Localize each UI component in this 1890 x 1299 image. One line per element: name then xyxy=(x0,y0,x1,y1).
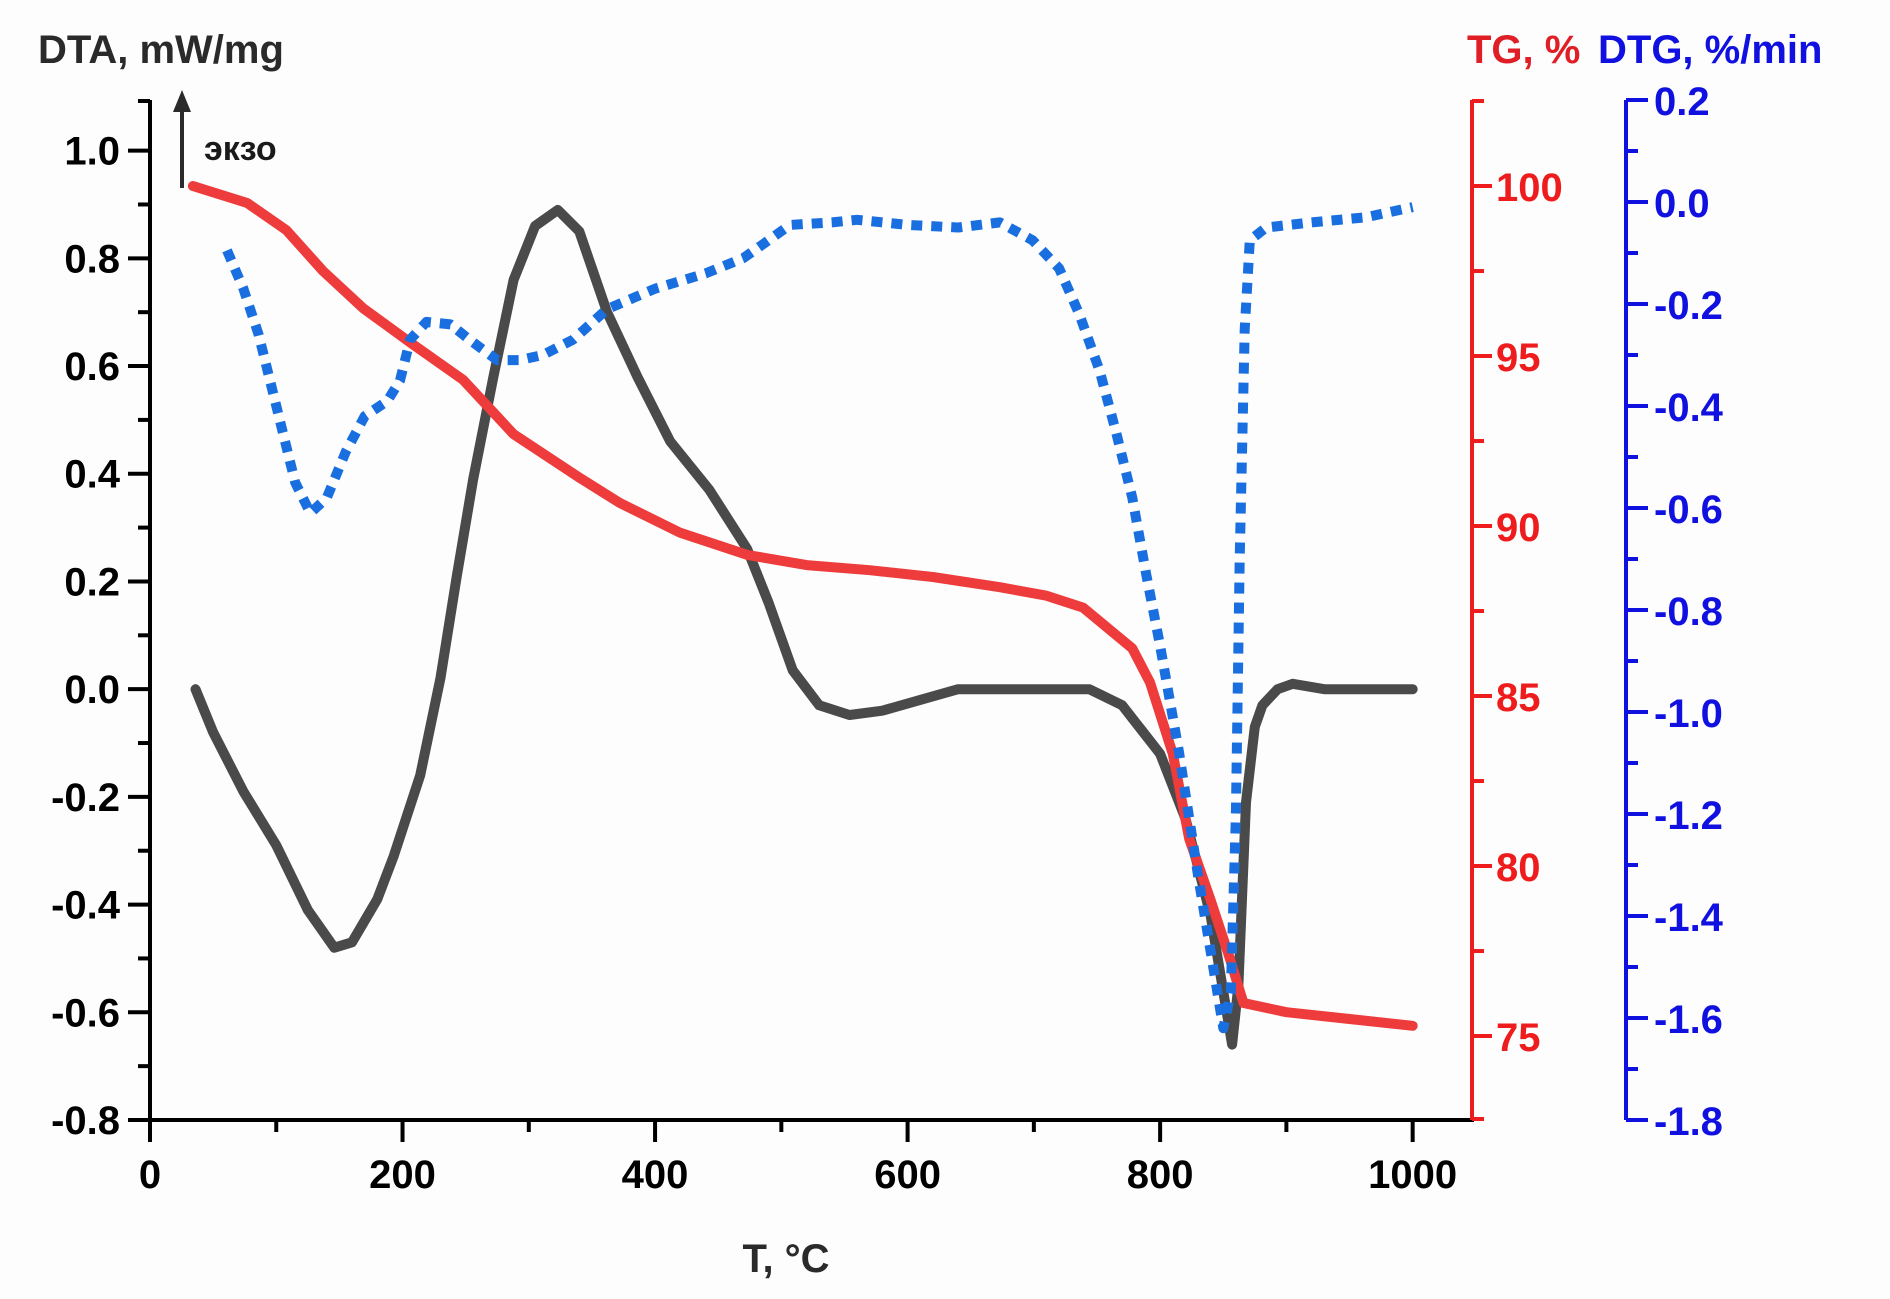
dta-tick-label: -0.4 xyxy=(51,884,121,928)
dta-tick-label: 0.2 xyxy=(64,560,120,604)
tg-tick-label: 80 xyxy=(1496,846,1541,890)
dtg-tick-label: -0.6 xyxy=(1654,488,1723,532)
dta-tick-label: 0.6 xyxy=(64,345,120,389)
dtg-tick-label: -1.4 xyxy=(1654,896,1724,940)
dta-tick-label: -0.2 xyxy=(51,776,120,820)
x-tick-label: 800 xyxy=(1127,1153,1194,1197)
tg-tick-label: 75 xyxy=(1496,1016,1541,1060)
dtg-tick-label: -0.4 xyxy=(1654,386,1724,430)
dtg-tick-label: -0.8 xyxy=(1654,590,1723,634)
tg-tick-label: 100 xyxy=(1496,166,1563,210)
dta-axis-title: DTA, mW/mg xyxy=(38,28,284,72)
axes-layer: 0 200 400 600 800 1000 -0.8 -0.6 -0.4 -0.2 0.0 0.2 0… xyxy=(51,80,1724,1197)
x-tick-label: 1000 xyxy=(1368,1153,1457,1197)
dtg-tick-label: -1.2 xyxy=(1654,794,1723,838)
dta-tick-label: -0.6 xyxy=(51,991,120,1035)
series-dta-line xyxy=(190,204,1418,1050)
x-tick-label: 0 xyxy=(139,1153,161,1197)
exo-annotation: экзо xyxy=(173,90,277,188)
x-tick-label: 600 xyxy=(874,1153,941,1197)
series-layer xyxy=(187,181,1418,1050)
x-tick-label: 200 xyxy=(369,1153,436,1197)
series-tg-line xyxy=(187,181,1418,1031)
dtg-tick-label: 0.0 xyxy=(1654,182,1710,226)
dtg-tick-label: 0.2 xyxy=(1654,80,1710,124)
dtg-axis-title: DTG, %/min xyxy=(1598,28,1822,72)
exo-arrowhead-icon xyxy=(173,90,191,112)
tg-tick-label: 85 xyxy=(1496,676,1541,720)
exo-label: экзо xyxy=(204,130,277,168)
dtg-tick-label: -0.2 xyxy=(1654,284,1723,328)
dta-tick-label: 0.0 xyxy=(64,668,120,712)
dtg-tick-label: -1.0 xyxy=(1654,692,1723,736)
x-axis-title: T, °C xyxy=(742,1237,829,1281)
tg-tick-label: 90 xyxy=(1496,506,1541,550)
dta-tick-label: 1.0 xyxy=(64,130,120,174)
tg-tick-label: 95 xyxy=(1496,336,1541,380)
x-tick-label: 400 xyxy=(622,1153,689,1197)
dta-tick-label: 0.8 xyxy=(64,237,120,281)
tg-axis-title: TG, % xyxy=(1467,28,1580,72)
dta-tick-label: -0.8 xyxy=(51,1099,120,1143)
dtg-tick-label: -1.6 xyxy=(1654,998,1723,1042)
dta-tick-label: 0.4 xyxy=(64,453,120,497)
dtg-tick-label: -1.8 xyxy=(1654,1100,1723,1144)
series-dtg-line xyxy=(222,202,1414,1034)
